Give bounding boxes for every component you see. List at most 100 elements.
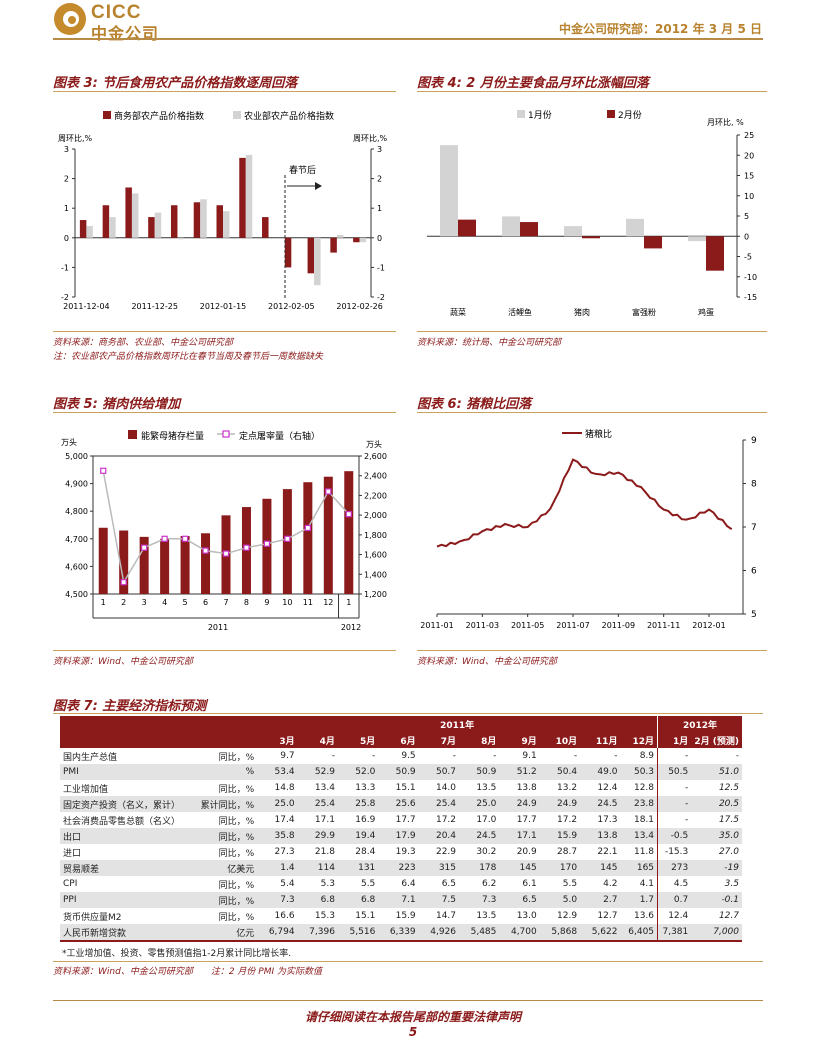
- table-header-months: 3月 4月 5月 6月 7月 8月 9月 10月 11月 12月 1月 2月 (预测): [60, 732, 742, 748]
- table-cell: 12.7: [718, 911, 739, 921]
- table-cell: 15.1: [355, 911, 376, 921]
- row-unit: 同比，%: [218, 912, 255, 923]
- table-cell: 22.1: [597, 847, 618, 857]
- table-cell: 5.3: [320, 879, 335, 889]
- table-cell: 14.8: [274, 783, 295, 793]
- x-tick-label: 猪肉: [574, 307, 590, 317]
- bar: [180, 536, 190, 594]
- legend-label-moa: 农业部农产品价格指数: [244, 110, 334, 122]
- table-cell: 53.4: [257, 764, 298, 780]
- table-cell: 17.4: [274, 815, 295, 825]
- row-unit: 同比，%: [218, 880, 255, 891]
- legend-swatch-sows: [128, 430, 137, 439]
- table-cell: -15.3: [657, 844, 692, 860]
- row-unit: %: [195, 764, 258, 780]
- bar: [520, 222, 538, 237]
- right-axis-unit: 周环比,%: [353, 133, 388, 143]
- table-cell: 50.9: [378, 764, 419, 780]
- table-cell: 15.9: [539, 828, 581, 844]
- table-cell: 50.9: [459, 764, 500, 780]
- figure4-source: 资料来源：统计局、中金公司研究部: [417, 338, 562, 348]
- point-marker: [345, 511, 352, 518]
- left-axis-unit: 周环比,%: [58, 133, 93, 143]
- bar: [109, 217, 116, 238]
- right-axis-unit: 月环比, %: [707, 117, 744, 127]
- y-tick-label: 6: [751, 567, 757, 577]
- table-cell: 17.3: [597, 815, 618, 825]
- x-tick-label: 鸡蛋: [698, 307, 714, 317]
- bar: [139, 536, 149, 594]
- table-cell: -: [372, 751, 376, 761]
- table-cell: 14.7: [435, 911, 457, 921]
- table-cell: 17.2: [435, 815, 457, 825]
- table-cell: 4,926: [418, 924, 460, 942]
- bar: [245, 154, 253, 238]
- bar: [262, 217, 269, 238]
- table-cell: 14.0: [435, 783, 457, 793]
- bar: [440, 145, 458, 237]
- table-cell: 52.9: [297, 764, 338, 780]
- y-tick-label-left: 4,500: [65, 590, 88, 599]
- bar: [626, 218, 644, 237]
- table-cell: 5.4: [280, 879, 295, 889]
- bar: [119, 530, 129, 594]
- y-tick-label-right: 1,600: [364, 551, 387, 560]
- month-header: 3月: [257, 732, 298, 748]
- table-cell: 27.3: [274, 847, 295, 857]
- point-marker: [222, 550, 230, 557]
- figure5-chart: 能繁母猪存栏量 定点屠宰量（右轴） 万头 万头 4,500 4,600 4,700 4…: [61, 430, 387, 632]
- y-tick-label: 9: [751, 436, 757, 446]
- bar: [303, 482, 313, 594]
- x-tick-label: 5: [183, 598, 188, 607]
- row-label: 工业增加值: [63, 784, 109, 795]
- x-tick-label: 8: [244, 598, 249, 607]
- row-unit: 同比，%: [218, 816, 255, 827]
- legend-label-mofcom: 商务部农产品价格指数: [114, 110, 204, 122]
- table-cell: 12.9: [557, 911, 578, 921]
- table-cell: 28.4: [355, 847, 376, 857]
- table-cell: 17.5: [718, 815, 739, 825]
- table-cell: 273: [657, 860, 692, 876]
- table-cell: -: [614, 751, 618, 761]
- month-header: 6月: [378, 732, 419, 748]
- x-tick-label: 2012-01: [692, 621, 725, 630]
- table-cell: 23.8: [620, 796, 658, 812]
- table-cell: 50.5: [657, 764, 692, 780]
- table-cell: 6.8: [297, 892, 338, 908]
- table-cell: 13.3: [355, 783, 376, 793]
- x-tick-label: 2012-02-26: [336, 302, 383, 311]
- row-label: 货币供应量M2: [63, 912, 122, 923]
- figure7-title: 图表 7: 主要经济指标预测: [53, 699, 207, 714]
- table-cell: 223: [378, 860, 419, 876]
- table-cell: 9.7: [280, 751, 295, 761]
- table-cell: 51.0: [691, 764, 742, 780]
- legend-label-jan: 1月份: [528, 109, 552, 121]
- y-tick-label: 2: [64, 175, 69, 184]
- row-unit: 亿元: [195, 924, 258, 942]
- year-label-2012: 2012: [341, 623, 361, 632]
- figure4-title: 图表 4: 2 月份主要食品月环比涨幅回落: [417, 76, 649, 91]
- month-header: 11月: [580, 732, 621, 748]
- table-cell: 17.0: [476, 815, 497, 825]
- table-cell: 52.0: [337, 764, 379, 780]
- bar: [79, 220, 87, 238]
- bar: [102, 205, 110, 238]
- table-cell: 17.1: [314, 815, 335, 825]
- y-tick-label: 15: [744, 172, 754, 181]
- table-cell: 24.9: [499, 796, 540, 812]
- point-marker: [161, 535, 168, 542]
- row-unit: 同比，%: [195, 892, 258, 908]
- y-tick-label-right: 1,400: [364, 570, 387, 579]
- y-tick-label-left: 5,000: [65, 452, 88, 461]
- table-cell: 6.5: [441, 879, 457, 889]
- table-cell: 178: [459, 860, 500, 876]
- month-header: 4月: [297, 732, 338, 748]
- row-label: 出口: [60, 828, 196, 844]
- bar: [201, 533, 211, 594]
- table-cell: 6.1: [522, 879, 537, 889]
- table-row: 货币供应量M2 同比，% 16.6 15.3 15.1 15.9 14.7 13.5 13.0 1…: [60, 908, 742, 924]
- x-tick-label: 2011-05: [511, 621, 544, 630]
- bar: [193, 202, 201, 238]
- table-cell: 35.8: [257, 828, 298, 844]
- page-number: 5: [408, 1025, 418, 1039]
